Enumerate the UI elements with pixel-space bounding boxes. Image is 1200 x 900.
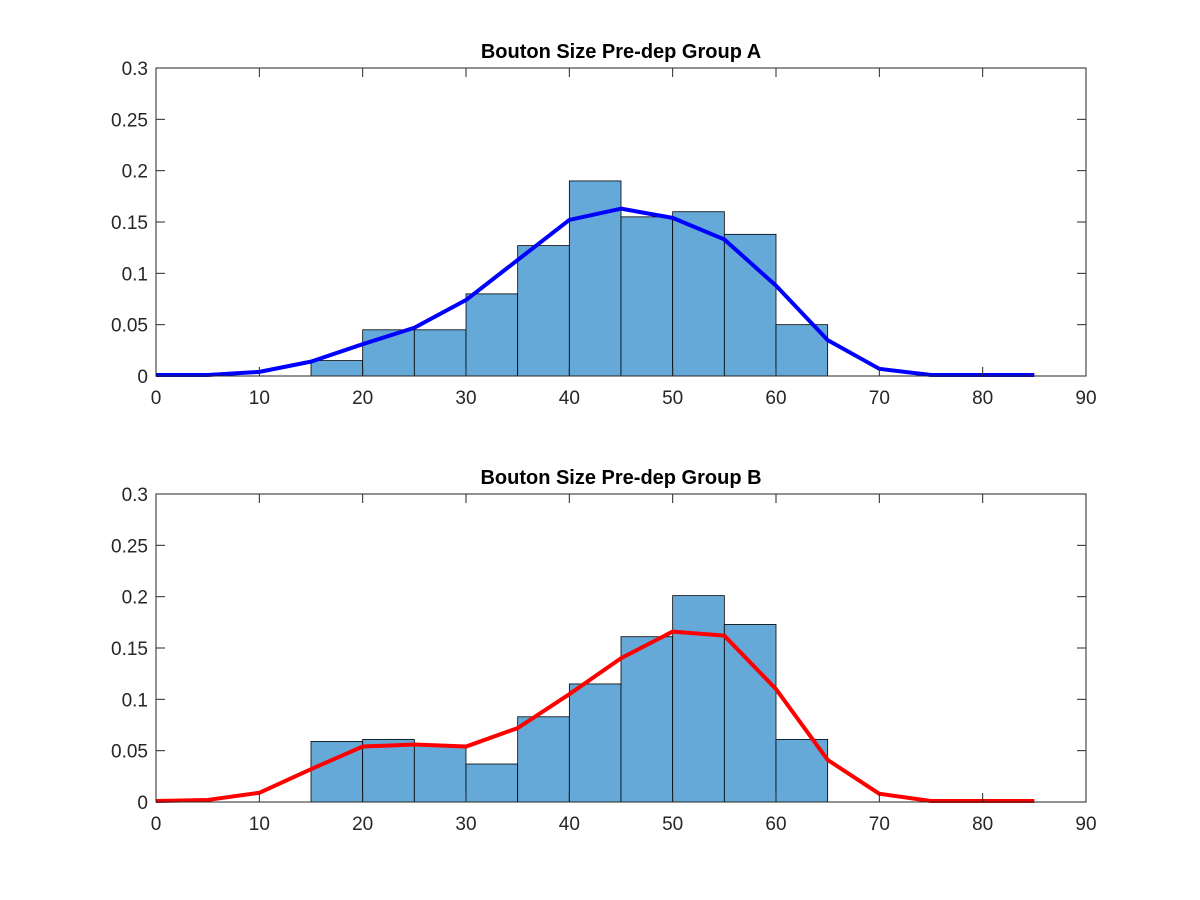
x-tick-label: 10	[249, 388, 270, 409]
histogram-bar	[723, 233, 777, 377]
fit-line	[156, 206, 1035, 377]
y-tick-label: 0.3	[122, 485, 148, 506]
x-tick-label: 30	[455, 388, 476, 409]
x-tick-label: 80	[972, 388, 993, 409]
subplot-group-b: 0 10 20 30 40 50 60 70 80 90 0 0.05 0.1 0.15 0.2 0.25 0.…	[111, 467, 1097, 835]
histogram-bar	[620, 216, 674, 377]
histogram-bar	[413, 329, 467, 377]
x-tick-label: 0	[151, 388, 162, 409]
x-tick-label: 90	[1075, 814, 1096, 835]
y-tick-label: 0	[137, 793, 148, 814]
histogram-bar	[672, 595, 725, 803]
x-tick-label: 60	[765, 814, 786, 835]
histogram-bar	[310, 360, 364, 377]
chart-title: Bouton Size Pre-dep Group A	[481, 41, 761, 63]
histogram-bar	[672, 211, 725, 377]
x-tick-label: 10	[249, 814, 270, 835]
x-tick-label: 70	[869, 388, 890, 409]
histogram-bar	[723, 623, 777, 803]
x-tick-label: 40	[559, 814, 580, 835]
y-tick-label: 0	[137, 367, 148, 388]
y-tick-label: 0.1	[122, 690, 148, 711]
y-tick-label: 0.05	[111, 316, 148, 337]
y-tick-label: 0.15	[111, 639, 148, 660]
y-tick-label: 0.3	[122, 59, 148, 80]
x-tick-label: 60	[765, 388, 786, 409]
histogram-bar	[413, 745, 467, 803]
x-tick-label: 70	[869, 814, 890, 835]
histogram-bar	[620, 636, 674, 803]
y-tick-label: 0.2	[122, 588, 148, 609]
y-tick-label: 0.2	[122, 162, 148, 183]
y-tick-label: 0.05	[111, 742, 148, 763]
y-tick-label: 0.15	[111, 213, 148, 234]
histogram-bar	[362, 738, 415, 803]
y-tick-label: 0.25	[111, 536, 148, 557]
histogram-bar	[517, 716, 570, 803]
histogram-bar	[568, 683, 622, 803]
x-tick-label: 20	[352, 814, 373, 835]
x-tick-label: 20	[352, 388, 373, 409]
x-tick-label: 80	[972, 814, 993, 835]
chart-title: Bouton Size Pre-dep Group B	[480, 467, 761, 489]
y-tick-label: 0.25	[111, 110, 148, 131]
y-tick-label: 0.1	[122, 264, 148, 285]
x-tick-label: 50	[662, 388, 683, 409]
x-tick-label: 0	[151, 814, 162, 835]
x-tick-label: 90	[1075, 388, 1096, 409]
fit-line	[155, 629, 1035, 803]
subplot-group-a: 0 10 20 30 40 50 60 70 80 90 0 0.05 0.1 0.15 0.2 0.25 0.…	[111, 41, 1097, 409]
x-tick-label: 50	[662, 814, 683, 835]
histogram-bar	[517, 245, 570, 377]
histogram-bar	[465, 293, 519, 377]
x-tick-label: 30	[455, 814, 476, 835]
x-tick-label: 40	[559, 388, 580, 409]
histogram-bar	[465, 763, 519, 803]
